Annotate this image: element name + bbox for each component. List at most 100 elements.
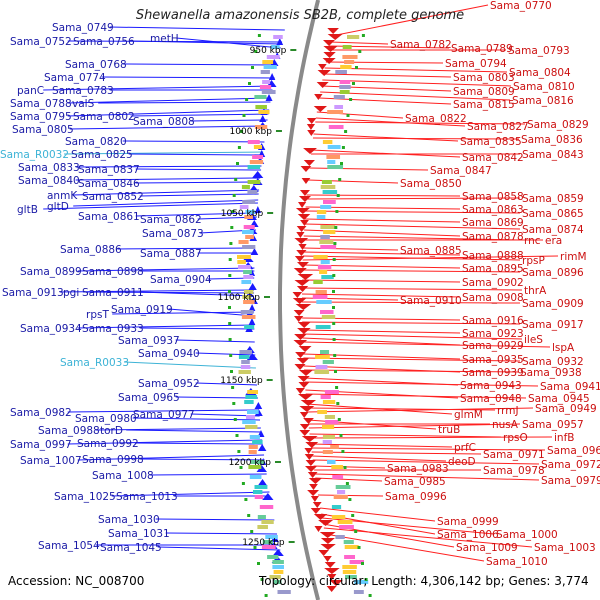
track-marker-left	[237, 146, 241, 149]
label-connector-lines	[43, 4, 559, 562]
cog-box-right	[342, 570, 357, 574]
cog-box-right	[343, 540, 354, 544]
cog-box-right	[320, 205, 332, 209]
gene-label-right: Sama_0908	[462, 292, 524, 304]
track-marker-right	[341, 146, 345, 149]
cog-box-right	[322, 190, 338, 194]
forward-strand-gene	[296, 232, 305, 238]
cog-box-right	[315, 290, 327, 294]
track-marker-left	[231, 210, 235, 213]
label-connector-right	[302, 333, 523, 340]
label-connector-left	[67, 109, 270, 117]
label-connector-left	[67, 97, 272, 104]
gene-label-right: truB	[438, 424, 460, 436]
forward-strand-gene	[305, 442, 319, 448]
gene-label-left: Sama_0808	[133, 116, 195, 128]
reverse-strand-gene	[250, 248, 259, 255]
forward-strand-gene	[307, 472, 318, 478]
gene-label-right: Sama_0949	[535, 403, 597, 415]
cog-box-left	[241, 360, 250, 364]
cog-box-right	[320, 350, 330, 354]
gene-label-right: Sama_0865	[522, 208, 584, 220]
gene-label-right: Sama_0843	[522, 149, 584, 161]
forward-strand-gene	[322, 40, 335, 46]
track-marker-right	[334, 226, 338, 229]
gene-label-left: panC	[17, 85, 44, 97]
scale-label: 1000 kbp	[230, 127, 273, 137]
label-connector-right	[330, 41, 389, 45]
track-marker-right	[334, 370, 337, 373]
gene-label-right: deoD	[448, 456, 476, 468]
label-connector-right	[303, 357, 521, 362]
track-marker-left	[239, 466, 243, 469]
gene-label-left: Sama_0846	[78, 178, 140, 190]
forward-strand-gene	[318, 550, 329, 556]
cog-box-left	[252, 440, 263, 444]
cog-box-left	[246, 415, 256, 419]
gene-label-right: Sama_0816	[512, 95, 574, 107]
forward-strand-gene	[304, 454, 314, 460]
cog-box-right	[327, 160, 336, 164]
track-marker-left	[230, 370, 233, 373]
forward-strand-gene	[295, 304, 312, 310]
label-connector-left	[117, 247, 256, 250]
gene-label-right: glmM	[454, 409, 483, 421]
reverse-strand-gene	[262, 493, 274, 500]
cog-box-right	[337, 490, 346, 494]
gene-label-right: rpsO	[503, 432, 528, 444]
cog-box-left	[237, 255, 251, 259]
track-marker-left	[229, 242, 233, 245]
scale-label: 1050 kbp	[221, 209, 264, 219]
cog-box-left	[237, 260, 246, 264]
gene-label-right: Sama_0983	[387, 463, 449, 475]
track-marker-left	[241, 482, 245, 485]
label-connector-left	[135, 168, 262, 171]
label-connector-right	[302, 341, 551, 348]
label-connector-left	[111, 491, 270, 497]
gene-label-right: Sama_1003	[534, 542, 596, 554]
forward-strand-gene	[294, 280, 311, 286]
gene-label-right: infB	[554, 432, 574, 444]
cog-box-left	[261, 520, 274, 524]
cog-box-left	[242, 245, 256, 249]
track-marker-right	[368, 594, 372, 597]
forward-strand-gene	[297, 274, 314, 280]
label-connector-right	[304, 381, 539, 387]
cog-box-left	[248, 445, 258, 449]
forward-strand-gene	[299, 412, 309, 418]
gene-label-right: rrmJ	[497, 405, 519, 417]
label-connector-right	[308, 423, 521, 429]
cog-box-left	[261, 90, 276, 94]
rna-label: Sama_R0033	[60, 357, 129, 369]
cog-box-left	[259, 505, 274, 509]
forward-strand-gene	[322, 58, 336, 64]
cog-box-left	[239, 350, 253, 354]
gene-label-left: Sama_1007	[20, 455, 82, 467]
label-connector-right	[312, 459, 540, 465]
gene-label-right: Sama_0938	[520, 367, 582, 379]
track-marker-right	[332, 290, 335, 293]
forward-strand-gene	[295, 208, 310, 214]
cog-box-right	[335, 535, 345, 539]
forward-strand-gene	[320, 538, 335, 544]
gene-label-left: Sama_0756	[73, 36, 135, 48]
cog-box-right	[322, 360, 334, 364]
cog-box-left	[254, 125, 268, 129]
track-marker-right	[333, 242, 337, 245]
label-connector-left	[128, 153, 263, 156]
track-marker-left	[257, 562, 260, 565]
gene-label-right: Sama_0972	[541, 459, 600, 471]
gene-label-right: Sama_0971	[483, 449, 545, 461]
gene-label-right: Sama_0943	[460, 380, 522, 392]
gene-label-right: Sama_0869	[462, 217, 524, 229]
track-marker-right	[335, 386, 339, 389]
cog-box-left	[241, 280, 252, 284]
cog-box-right	[323, 230, 336, 234]
gene-label-right: Sama_0793	[508, 45, 570, 57]
label-connector-left	[190, 119, 268, 122]
track-marker-right	[333, 354, 337, 357]
gene-label-right: Sama_0885	[400, 245, 462, 257]
gene-label-right: Sama_0999	[437, 516, 499, 528]
cog-box-right	[337, 520, 353, 524]
forward-strand-gene	[296, 262, 309, 268]
